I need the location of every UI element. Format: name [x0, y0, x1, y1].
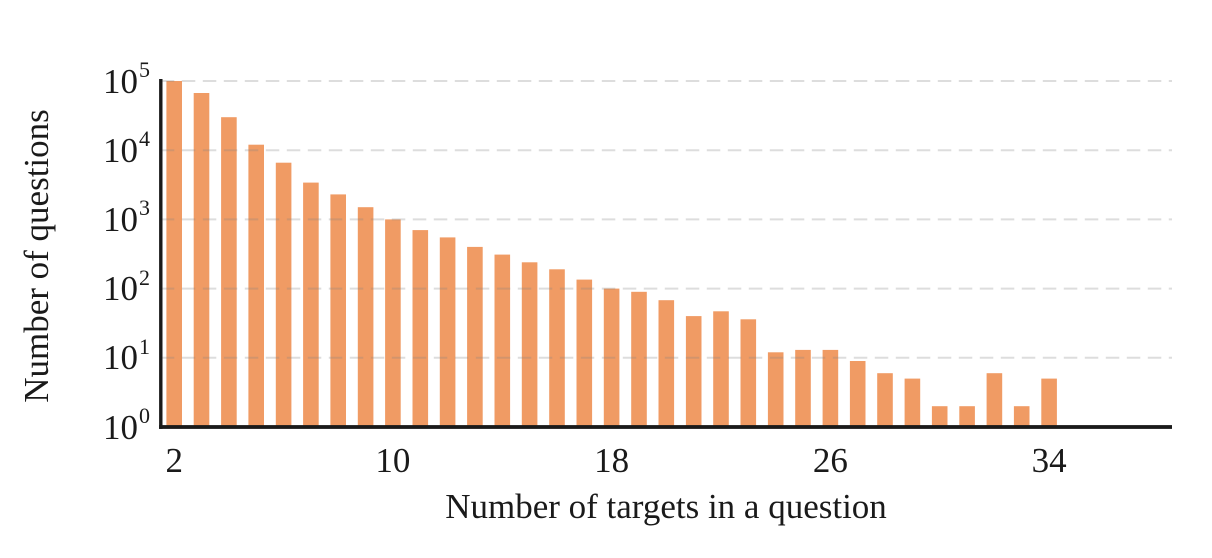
bar-targets-16 [549, 269, 565, 427]
bar-targets-4 [221, 117, 237, 427]
bar-targets-9 [357, 207, 374, 427]
bar-targets-24 [767, 352, 784, 427]
x-tick-label-18: 18 [594, 441, 630, 480]
bar-targets-23 [740, 319, 757, 427]
bar-targets-19 [631, 291, 647, 427]
y-tick-label-1e2: 10 2 [103, 264, 150, 309]
bar-targets-21 [685, 316, 702, 427]
bar-targets-14 [494, 254, 511, 427]
bar-targets-17 [576, 279, 593, 427]
bar-targets-33 [1013, 406, 1030, 427]
bar-targets-27 [849, 361, 866, 427]
y-tick-label-1e4: 10 4 [103, 126, 150, 170]
bar-targets-11 [412, 230, 429, 427]
bar-targets-15 [521, 262, 538, 427]
x-tick-label-26: 26 [812, 441, 848, 480]
y-tick-label-1e0: 10 0 [103, 403, 150, 447]
x-axis-line [159, 425, 1173, 429]
bar-targets-12 [439, 237, 456, 427]
bar-targets-29 [904, 378, 921, 427]
bar-targets-31 [959, 406, 975, 427]
x-tick-label-34: 34 [1031, 441, 1067, 480]
bar-targets-7 [303, 182, 319, 427]
bar-targets-10 [385, 219, 401, 427]
bar-targets-3 [193, 93, 210, 427]
y-tick-label-1e5: 10 5 [103, 57, 150, 101]
y-tick-label-1e1: 10 1 [103, 333, 150, 378]
bar-targets-30 [931, 406, 948, 427]
x-tick-label-10: 10 [375, 441, 411, 480]
x-tick-label-2: 2 [165, 441, 183, 480]
bar-targets-2 [166, 81, 182, 427]
bar-targets-20 [658, 300, 675, 427]
y-tick-label-1e3: 10 3 [103, 195, 150, 239]
bar-targets-28 [877, 373, 893, 427]
bar-targets-5 [248, 144, 264, 427]
y-axis-line [159, 79, 163, 429]
y-axis-title: Number of questions [17, 109, 56, 403]
bar-targets-13 [467, 246, 483, 427]
bar-targets-22 [713, 311, 729, 427]
bar-targets-6 [275, 162, 292, 427]
bar-targets-32 [986, 373, 1003, 427]
bar-targets-8 [330, 194, 346, 427]
x-axis-title: Number of targets in a question [445, 487, 887, 526]
bar-targets-25 [795, 349, 811, 427]
bar-targets-26 [822, 349, 839, 427]
bar-targets-34 [1041, 378, 1057, 427]
bar-targets-18 [603, 288, 620, 427]
